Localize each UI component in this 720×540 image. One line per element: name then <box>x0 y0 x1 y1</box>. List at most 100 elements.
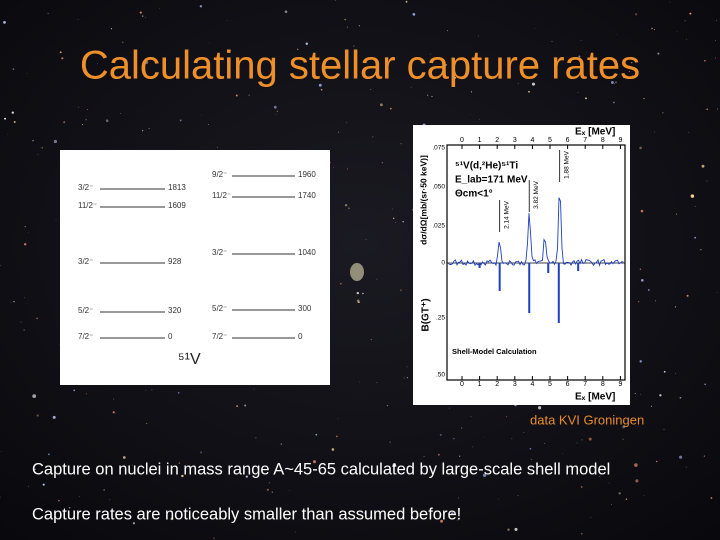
star <box>78 495 80 497</box>
star <box>151 389 153 391</box>
star <box>714 57 716 59</box>
star <box>675 372 676 374</box>
reaction-label: ⁵¹V(d,²He)⁵¹Ti <box>455 161 518 172</box>
spectrum-panel <box>413 125 630 405</box>
star <box>58 53 60 55</box>
star <box>248 94 250 96</box>
level-spin: 3/2⁻ <box>78 183 93 192</box>
star <box>599 475 601 477</box>
star <box>4 117 7 120</box>
level-energy: 320 <box>168 306 182 315</box>
x-tick-label: 4 <box>530 381 534 388</box>
star <box>159 8 161 9</box>
star <box>103 489 105 491</box>
star <box>115 412 116 414</box>
star <box>498 498 499 500</box>
star <box>403 377 405 379</box>
star <box>32 394 37 398</box>
star <box>370 88 372 90</box>
y-tick-label: .025 <box>432 223 445 230</box>
x-tick-label: 7 <box>583 381 587 388</box>
star <box>675 213 678 215</box>
star <box>684 20 686 22</box>
star <box>200 451 203 454</box>
star <box>359 381 360 383</box>
star <box>454 77 457 79</box>
star <box>631 75 634 78</box>
star <box>144 17 146 18</box>
star <box>447 30 448 32</box>
x-axis-label: Eₓ [MeV] <box>575 392 615 403</box>
x-tick-label: 9 <box>618 381 622 388</box>
star <box>470 114 471 115</box>
star <box>654 300 656 302</box>
star <box>295 531 296 533</box>
star <box>400 289 402 292</box>
star <box>703 455 705 457</box>
star <box>457 519 459 521</box>
star <box>344 204 348 207</box>
star <box>628 70 630 73</box>
star <box>694 206 696 207</box>
star <box>102 471 104 473</box>
star <box>701 164 705 168</box>
star <box>541 422 544 425</box>
star <box>36 317 38 320</box>
star <box>659 394 662 397</box>
star <box>139 11 142 14</box>
star <box>365 239 367 241</box>
star <box>663 429 665 430</box>
star <box>141 15 144 17</box>
star <box>23 243 27 246</box>
star <box>53 139 58 144</box>
y-axis-label: B(GT⁺) <box>421 298 432 331</box>
star <box>618 492 621 495</box>
star <box>112 411 115 414</box>
level-spin: 5/2⁻ <box>78 306 93 315</box>
star <box>363 511 367 515</box>
star <box>657 52 660 55</box>
star <box>479 119 481 120</box>
star <box>435 510 436 512</box>
star <box>517 83 519 84</box>
star <box>717 108 718 110</box>
star <box>573 415 575 416</box>
star <box>472 446 474 448</box>
star <box>333 166 334 168</box>
star <box>391 208 393 210</box>
star <box>700 249 702 251</box>
star <box>284 10 288 13</box>
star <box>358 301 360 303</box>
star <box>622 425 626 429</box>
star <box>705 109 707 110</box>
star <box>662 112 664 114</box>
bullet: Capture on nuclei in mass range A~45-65 … <box>32 460 610 478</box>
level-spin: 7/2⁻ <box>212 332 227 341</box>
level-energy: 1040 <box>298 248 316 257</box>
level-energy: 1609 <box>168 201 186 210</box>
star <box>47 13 49 14</box>
star <box>640 209 644 213</box>
level-spin: 7/2⁻ <box>78 332 93 341</box>
star <box>445 64 447 66</box>
star <box>458 497 459 499</box>
star <box>329 162 331 164</box>
star <box>674 306 677 308</box>
level-energy: 1960 <box>298 170 316 179</box>
star <box>406 366 408 368</box>
star <box>110 28 113 30</box>
peak-label: 1.88 MeV <box>563 150 570 178</box>
star <box>345 465 347 467</box>
star <box>337 418 339 420</box>
star <box>643 495 645 496</box>
star <box>170 517 174 521</box>
star <box>285 517 287 519</box>
star <box>356 291 359 295</box>
star <box>656 460 658 463</box>
star <box>523 431 525 434</box>
star <box>226 19 228 21</box>
star <box>531 82 536 86</box>
star <box>459 455 461 457</box>
star <box>710 497 713 499</box>
star <box>7 133 8 135</box>
